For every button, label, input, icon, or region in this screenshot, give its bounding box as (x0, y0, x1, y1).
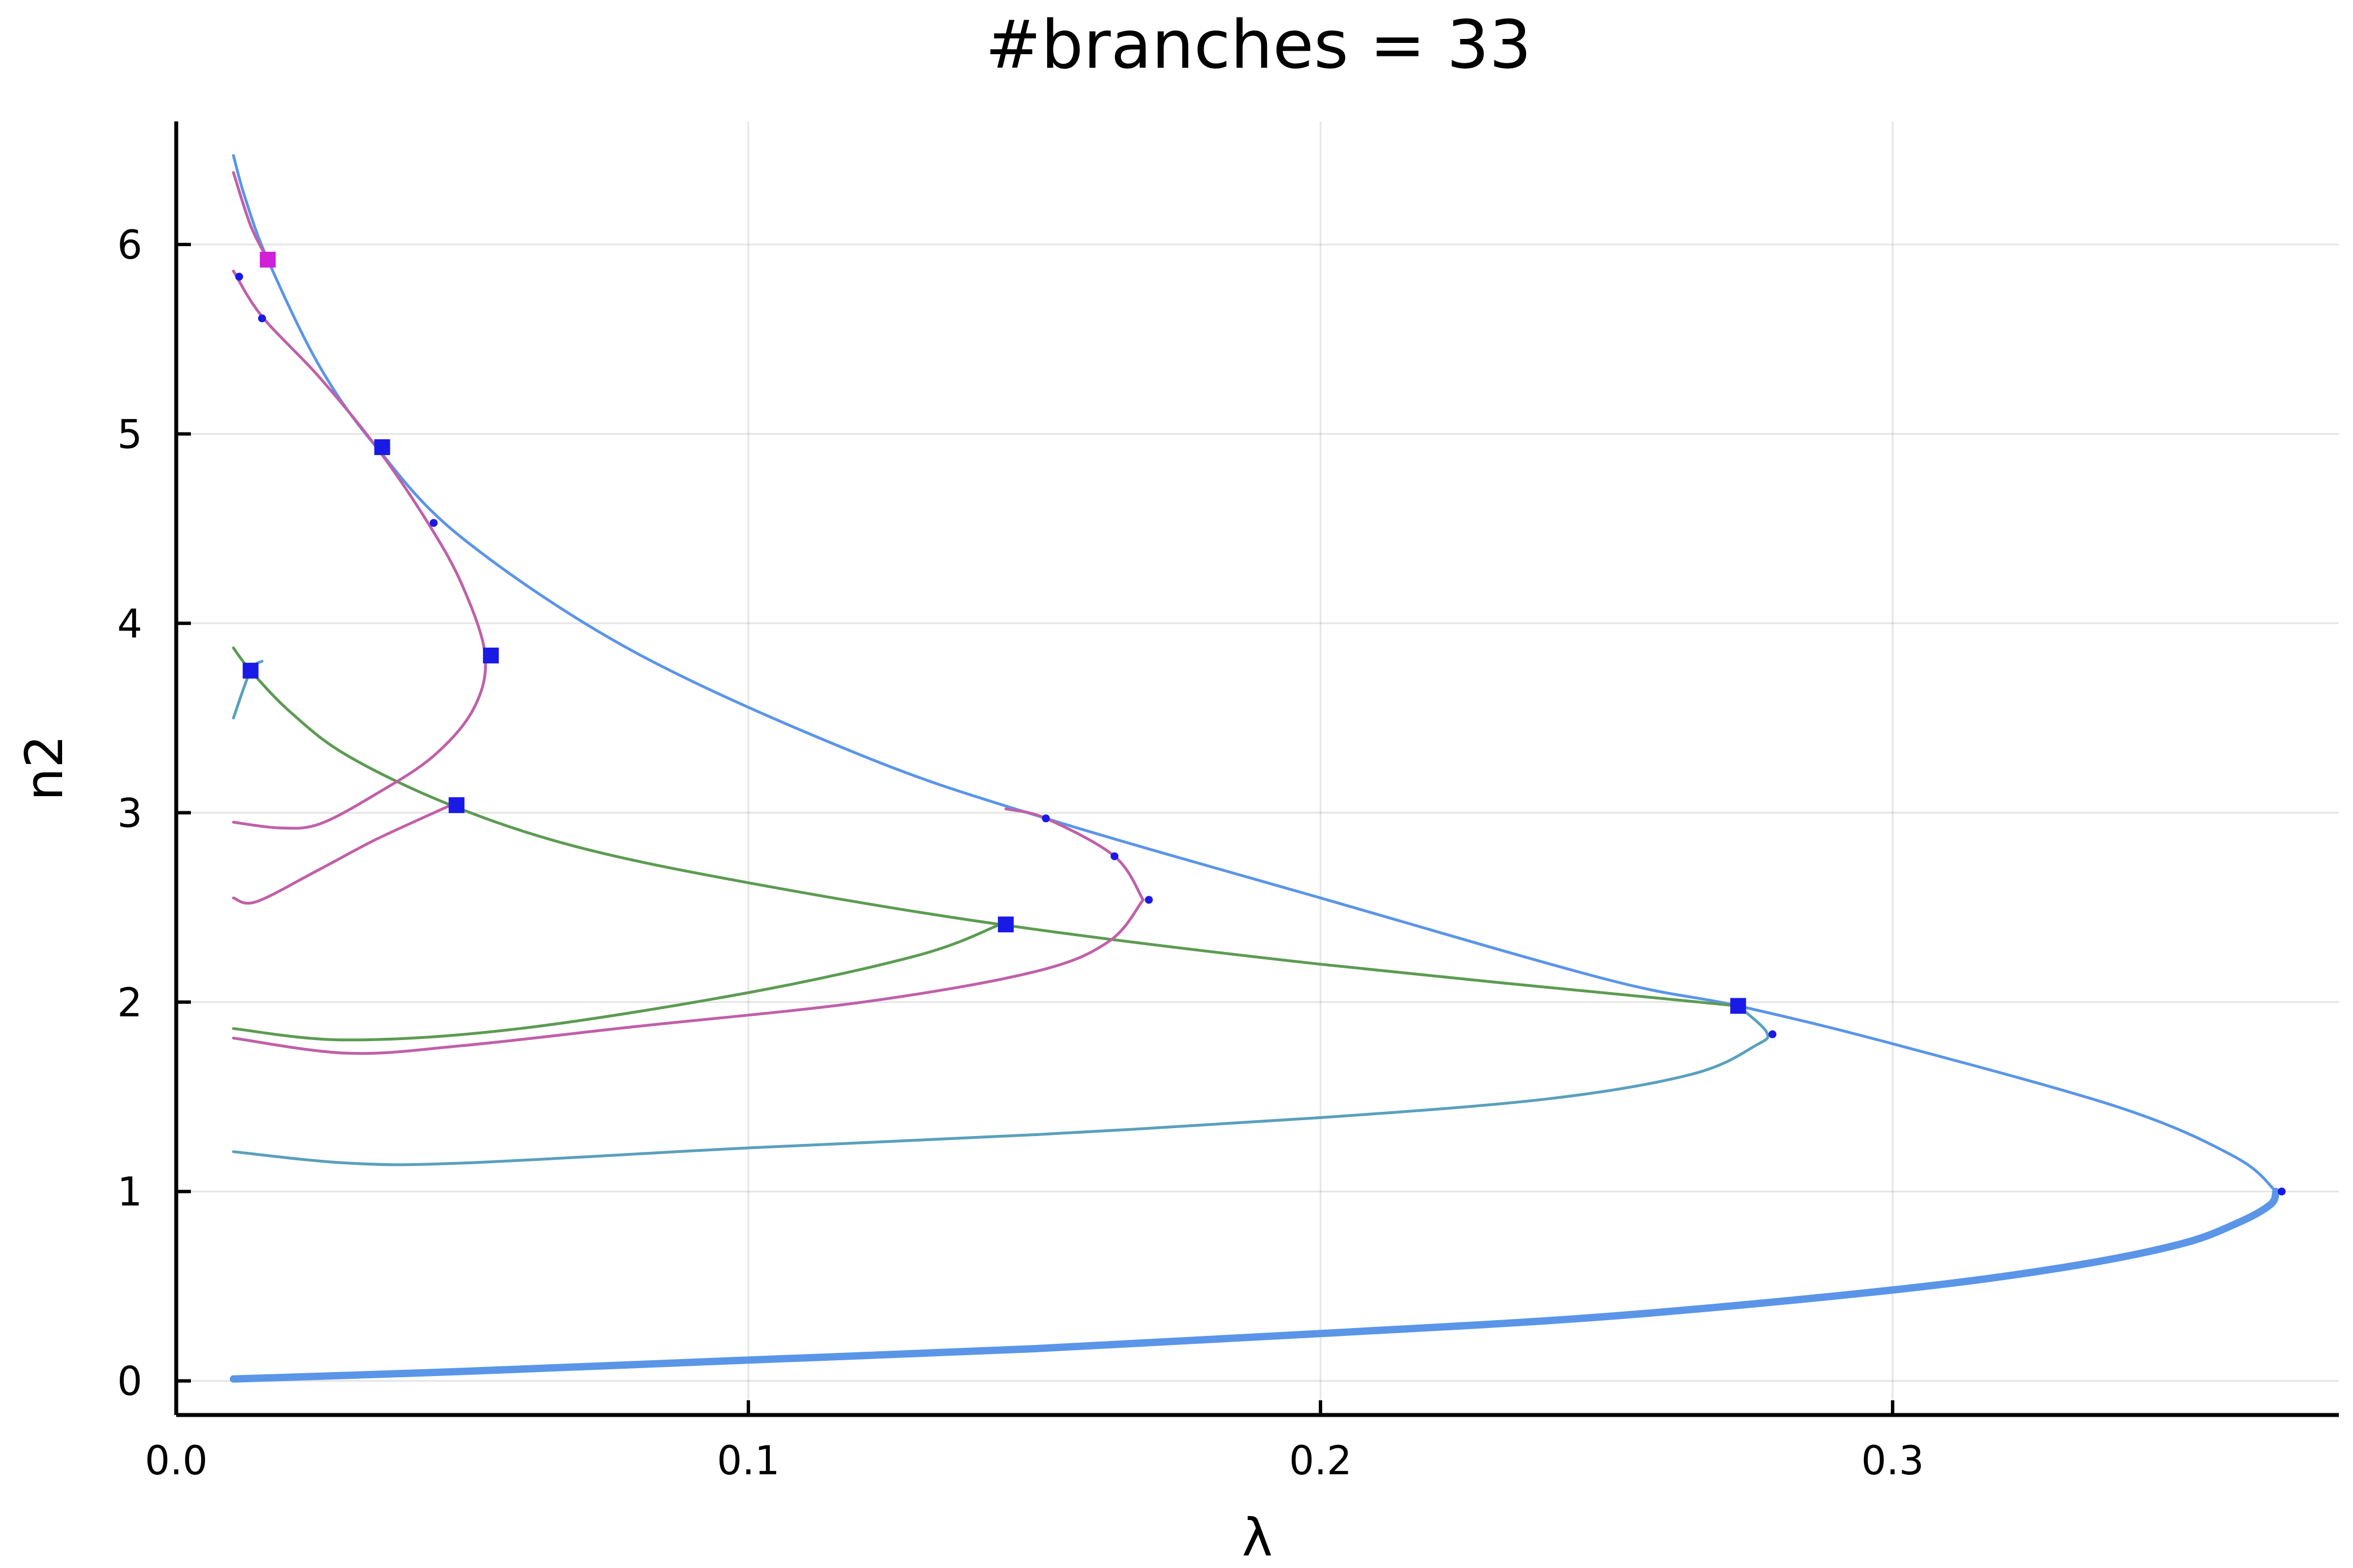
series-layer (229, 154, 2280, 1383)
y-tick-label-2: 2 (117, 980, 142, 1026)
fold-point-marker-7 (235, 273, 243, 281)
y-tick-label-0: 0 (117, 1359, 142, 1405)
x-tick-label-3: 0.3 (1861, 1438, 1924, 1484)
chart-title: #branches = 33 (985, 6, 1531, 84)
x-axis-label: λ (1242, 1508, 1273, 1568)
branch-point-marker-0 (260, 251, 276, 268)
fold-point-marker-10 (1042, 814, 1050, 823)
y-tick-label-5: 5 (117, 411, 142, 457)
series-line-9 (232, 269, 487, 830)
fold-point-marker-12 (1145, 896, 1153, 904)
marker-layer (235, 251, 2286, 1196)
fold-point-marker-11 (1110, 852, 1119, 861)
fold-point-marker-9 (429, 519, 438, 527)
series-line-5 (232, 647, 1740, 1007)
branch-point-marker-6 (1730, 998, 1746, 1014)
branch-point-marker-2 (483, 647, 499, 663)
y-ticks: 0 1 2 3 4 5 6 (117, 222, 191, 1405)
branch-point-marker-1 (374, 439, 390, 455)
x-tick-label-0: 0.0 (145, 1438, 207, 1484)
series-line-0 (229, 1187, 2280, 1383)
x-tick-label-2: 0.2 (1289, 1438, 1352, 1484)
series-line-6 (232, 898, 1145, 1055)
x-tick-label-1: 0.1 (717, 1438, 779, 1484)
series-line-8 (232, 803, 452, 905)
series-line-7 (1004, 807, 1145, 902)
y-tick-label-1: 1 (117, 1169, 142, 1215)
fold-point-marker-14 (2277, 1187, 2286, 1196)
series-line-2 (232, 1004, 1770, 1167)
grid (175, 121, 2339, 1415)
fold-point-marker-8 (258, 314, 266, 322)
y-tick-label-4: 4 (117, 601, 142, 647)
y-tick-label-6: 6 (117, 222, 142, 268)
branch-point-marker-4 (448, 797, 465, 813)
y-tick-label-3: 3 (117, 790, 142, 836)
x-ticks: 0.0 0.1 0.2 0.3 (145, 1400, 1924, 1484)
y-axis-label: n2 (14, 735, 75, 801)
fold-point-marker-13 (1768, 1030, 1777, 1038)
branch-point-marker-3 (242, 662, 259, 679)
series-line-4 (232, 923, 1002, 1042)
branch-point-marker-5 (997, 916, 1014, 933)
